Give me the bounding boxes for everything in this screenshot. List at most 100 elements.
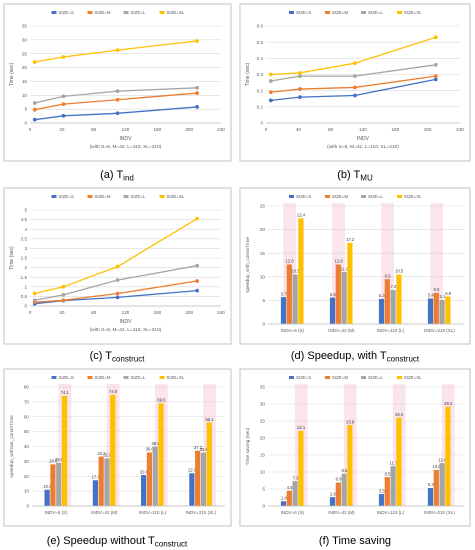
data-label: 32.0: [103, 453, 112, 458]
y-tick-label: 15: [260, 251, 266, 256]
data-label: 7.3: [292, 475, 298, 480]
bar: [158, 403, 164, 506]
data-point: [61, 102, 66, 107]
category-label: INDV=6 (S): [45, 510, 69, 515]
bar: [341, 473, 347, 506]
bar: [384, 279, 390, 324]
data-point: [115, 97, 120, 102]
data-label: 6.6: [434, 287, 440, 292]
y-tick-label: 40: [24, 444, 30, 449]
data-label: 10.6: [433, 464, 442, 469]
legend-label: SIZE=S: [59, 194, 74, 199]
caption-text: (d) Speedup, with T: [291, 350, 387, 362]
x-axis-note: (with S=6, M=42, L=110, XL=210): [90, 327, 162, 333]
data-label: 12.6: [438, 457, 447, 462]
y-tick-label: 25: [260, 419, 266, 424]
category-label: INDV=210 (XL): [424, 328, 455, 333]
legend-label: SIZE=M: [95, 375, 111, 380]
figure-caption: (a) Tind: [100, 169, 134, 183]
data-label: 7.2: [390, 284, 396, 289]
data-point: [353, 93, 357, 98]
legend-label: SIZE=S: [59, 375, 74, 380]
legend-swatch: [325, 195, 330, 198]
legend-swatch: [123, 195, 129, 198]
y-tick-label: 35: [260, 385, 266, 390]
y-tick-label: 60: [24, 414, 30, 419]
bar: [280, 501, 287, 506]
data-point: [61, 55, 66, 59]
bar: [335, 482, 341, 506]
x-tick-label: 40: [59, 127, 65, 132]
y-tick-label: 4: [24, 227, 27, 232]
data-point: [195, 85, 200, 90]
x-tick-label: 240: [456, 127, 464, 132]
data-point: [268, 98, 273, 103]
figure-caption: (e) Speedup without Tconstruct: [47, 535, 188, 549]
data-label: 22.4: [297, 212, 306, 217]
data-point: [433, 77, 438, 82]
x-tick-label: 80: [91, 310, 97, 315]
data-point: [115, 278, 120, 282]
legend-swatch: [397, 11, 402, 14]
legend-swatch: [159, 11, 165, 14]
legend-label: SIZE=L: [368, 375, 383, 380]
data-label: 23.8: [346, 419, 355, 424]
series-line: [34, 218, 198, 295]
y-tick-label: 10: [24, 489, 30, 494]
legend-label: SIZE=M: [95, 194, 111, 199]
series-line: [34, 106, 198, 121]
data-label: 5.3: [379, 293, 385, 298]
y-tick-label: 70: [24, 399, 30, 404]
line-chart-0: SIZE=S SIZE=M SIZE=L SIZE=XL 0 5 10 15 20 25 30 35 0…: [3, 3, 232, 162]
data-label: 3.5: [379, 488, 385, 493]
bar-chart-4: SIZE=S SIZE=M SIZE=L SIZE=XL 0 10 20 30 40 50 60 70…: [3, 368, 232, 527]
bar: [104, 458, 110, 506]
bar: [347, 242, 353, 324]
data-label: 26.0: [395, 412, 404, 417]
data-label: 74.8: [109, 389, 118, 394]
y-tick-label: 3: [24, 246, 27, 251]
data-point: [32, 60, 37, 64]
legend-label: SIZE=XL: [167, 194, 185, 199]
legend-label: SIZE=L: [131, 375, 146, 380]
y-tick-label: 0: [24, 304, 27, 309]
data-label: 5.6: [330, 292, 336, 297]
y-tick-label: 10: [260, 470, 266, 475]
legend-swatch: [51, 376, 57, 379]
data-label: 4.5: [287, 485, 293, 490]
y-tick-label: 10: [22, 93, 28, 98]
y-tick-label: 25: [260, 204, 266, 209]
bar: [384, 477, 390, 506]
bar: [92, 480, 98, 506]
legend-label: SIZE=S: [296, 194, 311, 199]
bar: [286, 490, 292, 506]
data-point: [115, 291, 120, 296]
data-label: 5.3: [428, 482, 434, 487]
bar: [286, 264, 292, 324]
series-line: [34, 40, 198, 63]
data-label: 12.6: [335, 259, 344, 264]
y-tick-label: 3.5: [21, 236, 28, 241]
legend-swatch: [123, 11, 129, 14]
data-point: [195, 216, 200, 221]
y-tick-label: 20: [22, 65, 28, 70]
figure-caption: (f) Time saving: [319, 535, 391, 547]
data-label: 10.5: [291, 269, 300, 274]
data-label: 11.7: [389, 460, 398, 465]
bar-chart-5: SIZE=S SIZE=M SIZE=L SIZE=XL 0 5 10 15 20 25 30 35 T…: [239, 368, 471, 527]
figure-caption: (b) TMU: [337, 169, 373, 183]
data-label: 74.1: [61, 390, 70, 395]
data-label: 20.8: [140, 469, 149, 474]
legend-swatch: [397, 376, 402, 379]
legend-label: SIZE=M: [332, 194, 348, 199]
legend-swatch: [361, 11, 366, 14]
y-tick-label: 0: [262, 504, 265, 509]
category-label: INDV=110 (L): [377, 510, 405, 515]
bar: [200, 452, 207, 506]
category-label: INDV=210 (XL): [424, 510, 455, 515]
y-tick-label: 5: [24, 107, 27, 112]
bar: [433, 469, 439, 506]
data-label: 69.0: [157, 398, 166, 403]
y-tick-label: 0.3: [257, 72, 264, 77]
data-label: 56.1: [205, 417, 214, 422]
